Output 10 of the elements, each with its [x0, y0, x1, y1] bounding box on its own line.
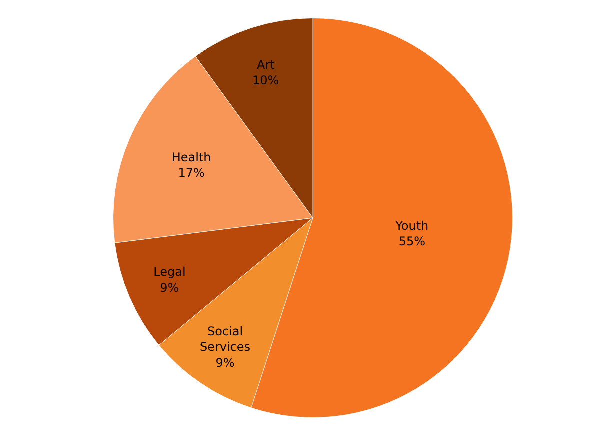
data-label: 9%: [160, 280, 180, 295]
slice-label: Social Services: [200, 324, 251, 354]
slice-label: Art: [256, 58, 276, 72]
slice-label: Legal: [154, 265, 186, 280]
data-label: 55%: [398, 234, 426, 248]
data-label: 10%: [252, 74, 280, 88]
data-label: 17%: [178, 166, 205, 180]
slice-label: Health: [172, 150, 212, 165]
data-label: 9%: [216, 356, 235, 370]
slice-label: Youth: [394, 218, 429, 233]
